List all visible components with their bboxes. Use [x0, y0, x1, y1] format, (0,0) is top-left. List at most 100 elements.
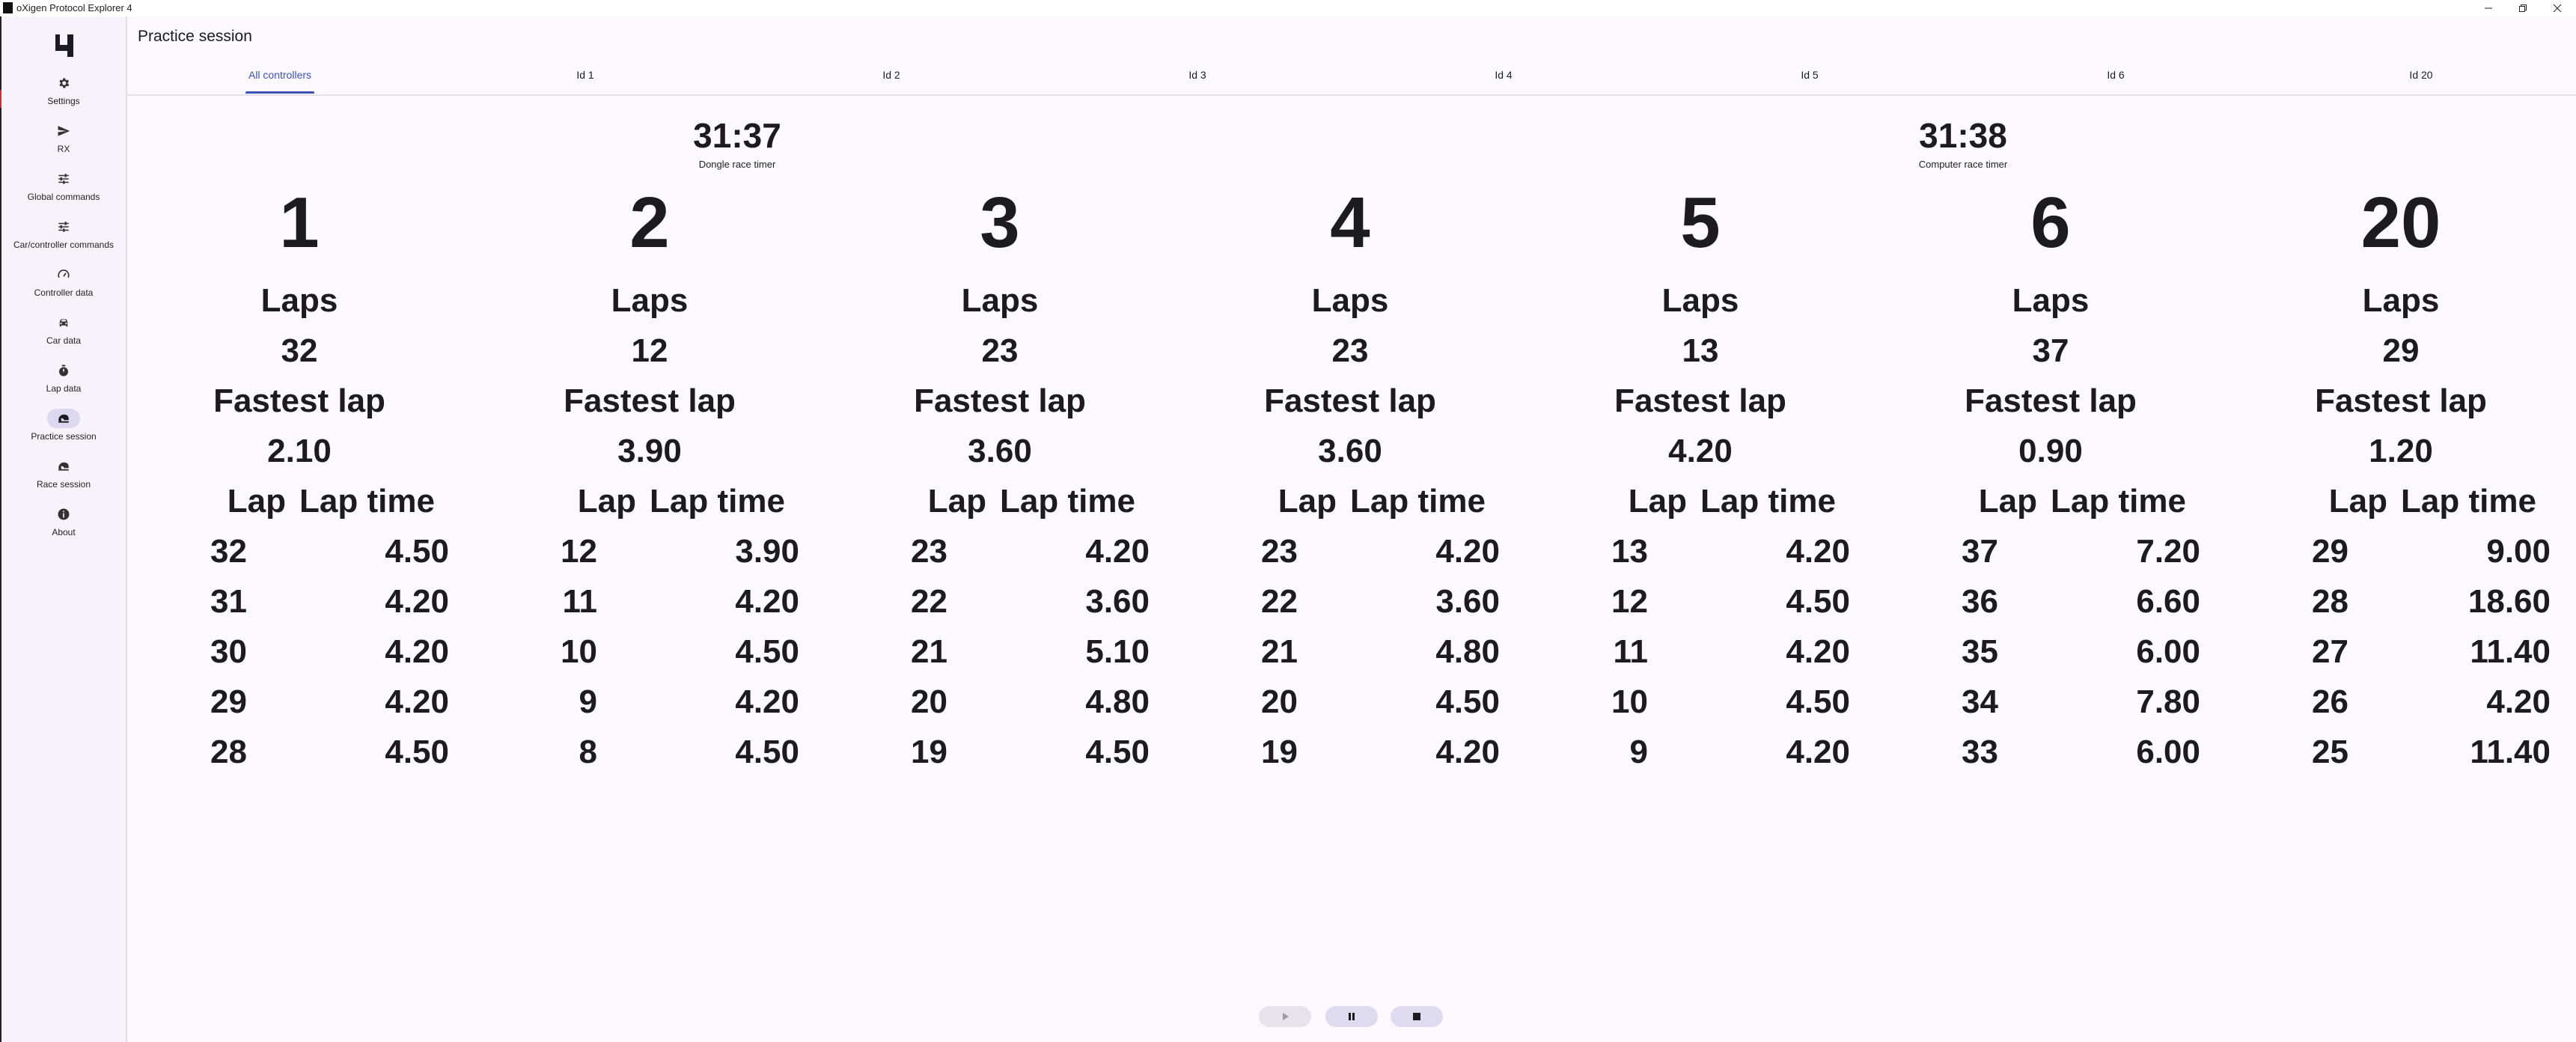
nav-item-label: Car data	[46, 335, 82, 346]
lap-time-value: 3.90	[735, 533, 799, 570]
lap-number: 19	[1261, 734, 1298, 770]
lap-row: 11 4.20	[1536, 636, 1865, 673]
lap-time-column-header: Lap time	[1350, 483, 1486, 520]
lap-row: 12 4.50	[1536, 585, 1865, 623]
nav-item-practice-session[interactable]: Practice session	[1, 409, 126, 455]
fastest-lap-label: Fastest lap	[213, 383, 385, 419]
tab-id-6[interactable]: Id 6	[2107, 69, 2125, 81]
fastest-lap-label: Fastest lap	[1965, 383, 2137, 419]
nav-item-lap-data[interactable]: Lap data	[1, 361, 126, 407]
dongle-race-timer: 31:37 Dongle race timer	[693, 118, 781, 170]
lap-number: 20	[911, 683, 947, 720]
lap-time-value: 11.40	[2470, 734, 2551, 770]
lap-time-value: 4.50	[385, 734, 449, 770]
lap-row: 23 4.20	[1185, 535, 1515, 573]
active-tab-indicator	[245, 91, 314, 94]
lap-column-header: Lap	[927, 483, 986, 520]
lap-time-value: 9.00	[2486, 533, 2551, 570]
computer-race-timer: 31:38 Computer race timer	[1919, 118, 2007, 170]
lap-time-value: 4.50	[1786, 683, 1850, 720]
fastest-lap-value: 0.90	[2018, 433, 2083, 469]
lap-number: 11	[562, 583, 597, 620]
nav-item-rx[interactable]: RX	[1, 121, 126, 168]
dongle-timer-label: Dongle race timer	[698, 159, 776, 170]
fastest-lap-value: 1.20	[2369, 433, 2433, 469]
tab-id-5[interactable]: Id 5	[1801, 69, 1819, 81]
lap-number: 29	[210, 683, 247, 720]
lap-time-value: 4.20	[385, 683, 449, 720]
page-title: Practice session	[138, 28, 252, 45]
tab-id-20[interactable]: Id 20	[2409, 69, 2433, 81]
lap-time-value: 4.20	[1085, 533, 1150, 570]
lap-row: 36 6.60	[1886, 585, 2215, 623]
nav-item-controller-data[interactable]: Controller data	[1, 265, 126, 311]
nav-item-car-data[interactable]: Car data	[1, 313, 126, 359]
lap-column-header: Lap	[1278, 483, 1337, 520]
lap-time-value: 4.50	[735, 633, 799, 670]
lap-number: 34	[1962, 683, 1998, 720]
fastest-lap-label: Fastest lap	[914, 383, 1086, 419]
send-icon	[47, 121, 80, 141]
laps-count: 12	[631, 332, 668, 369]
lap-column-header: Lap	[227, 483, 286, 520]
window-title: oXigen Protocol Explorer 4	[16, 2, 132, 13]
fastest-lap-value: 3.60	[1318, 433, 1382, 469]
lap-column-header: Lap	[1628, 483, 1687, 520]
lap-time-value: 3.60	[1085, 583, 1150, 620]
nav-item-race-session[interactable]: Race session	[1, 457, 126, 503]
controller-id: 6	[2030, 183, 2071, 263]
lap-number: 13	[1611, 533, 1648, 570]
lap-row: 9 4.20	[1536, 736, 1865, 773]
lap-row: 19 4.20	[1185, 736, 1515, 773]
lap-number: 22	[911, 583, 947, 620]
pause-button[interactable]	[1325, 1006, 1378, 1027]
lap-time-value: 4.50	[1085, 734, 1150, 770]
lap-row: 20 4.80	[835, 686, 1165, 723]
stop-button[interactable]	[1391, 1006, 1443, 1027]
car-icon	[47, 313, 80, 332]
sliders-icon	[47, 217, 80, 237]
tab-all-controllers[interactable]: All controllers	[248, 69, 312, 81]
tab-id-2[interactable]: Id 2	[882, 69, 900, 81]
computer-timer-label: Computer race timer	[1918, 159, 2008, 170]
close-button[interactable]	[2540, 0, 2575, 16]
nav-item-global-commands[interactable]: Global commands	[1, 169, 126, 216]
window-titlebar: oXigen Protocol Explorer 4	[0, 0, 2576, 16]
restore-icon	[2519, 4, 2527, 12]
restore-button[interactable]	[2506, 0, 2540, 16]
lap-row: 29 4.20	[135, 686, 464, 723]
lap-row: 10 4.50	[485, 636, 814, 673]
laps-label: Laps	[260, 282, 338, 319]
controller-id: 4	[1330, 183, 1370, 263]
tab-id-1[interactable]: Id 1	[576, 69, 594, 81]
nav-item-label: Controller data	[34, 287, 94, 298]
tab-id-3[interactable]: Id 3	[1188, 69, 1206, 81]
fastest-lap-value: 3.90	[617, 433, 682, 469]
nav-item-car-controller-commands[interactable]: Car/controller commands	[1, 217, 126, 263]
lap-row: 33 6.00	[1886, 736, 2215, 773]
laps-count: 23	[981, 332, 1019, 369]
app-logo-icon	[3, 2, 13, 13]
lap-row: 34 7.80	[1886, 686, 2215, 723]
lap-time-value: 4.20	[2486, 683, 2551, 720]
laps-label: Laps	[961, 282, 1039, 319]
nav-item-settings[interactable]: Settings	[1, 73, 126, 120]
lap-time-value: 4.20	[1786, 734, 1850, 770]
play-button[interactable]	[1259, 1006, 1311, 1027]
lap-number: 20	[1261, 683, 1298, 720]
nav-item-label: Car/controller commands	[13, 240, 115, 250]
lap-time-value: 11.40	[2470, 633, 2551, 670]
tab-id-4[interactable]: Id 4	[1495, 69, 1513, 81]
lap-time-value: 4.50	[735, 734, 799, 770]
lap-number: 31	[210, 583, 247, 620]
minimize-button[interactable]	[2471, 0, 2506, 16]
lap-time-column-header: Lap time	[2051, 483, 2186, 520]
lap-time-value: 4.20	[1435, 533, 1500, 570]
lap-number: 37	[1962, 533, 1998, 570]
lap-time-value: 6.00	[2136, 633, 2200, 670]
helmet-icon	[47, 409, 80, 428]
lap-row: 21 4.80	[1185, 636, 1515, 673]
lap-time-value: 4.20	[1435, 734, 1500, 770]
lap-time-value: 4.20	[735, 583, 799, 620]
nav-item-about[interactable]: About	[1, 505, 126, 551]
